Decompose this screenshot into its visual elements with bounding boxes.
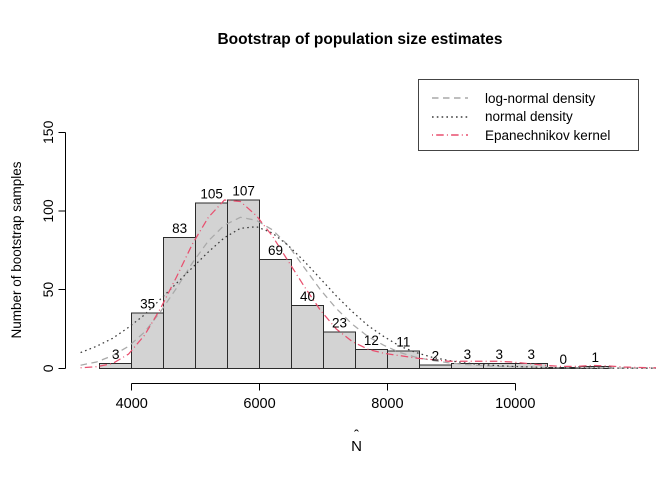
bar-count-label: 83 bbox=[172, 221, 187, 236]
bar-count-label: 23 bbox=[332, 316, 347, 331]
y-tick-label: 0 bbox=[40, 364, 56, 372]
histogram-bar bbox=[227, 199, 261, 369]
bar-count-label: 69 bbox=[268, 243, 283, 258]
histogram-bar bbox=[131, 312, 165, 369]
bar-count-label: 40 bbox=[300, 289, 315, 304]
histogram-bar bbox=[259, 259, 293, 369]
bar-count-label: 12 bbox=[364, 333, 379, 348]
x-tick-label: 10000 bbox=[495, 396, 535, 412]
legend: log-normal density normal density Epanec… bbox=[418, 79, 639, 151]
bar-count-label: 3 bbox=[528, 347, 536, 362]
y-tick-label: 100 bbox=[40, 199, 56, 223]
legend-label: Epanechnikov kernel bbox=[485, 127, 611, 143]
bar-count-label: 3 bbox=[112, 347, 120, 362]
histogram-bar bbox=[514, 363, 548, 369]
histogram-bar bbox=[322, 331, 356, 369]
bar-count-label: 0 bbox=[559, 352, 567, 367]
histogram-bar bbox=[418, 364, 452, 369]
y-tick-label: 50 bbox=[40, 282, 56, 298]
legend-label: log-normal density bbox=[485, 90, 596, 106]
x-tick-label: 4000 bbox=[116, 396, 148, 412]
x-axis-title: N bbox=[351, 438, 362, 455]
bar-count-label: 35 bbox=[140, 297, 155, 312]
chart-title: Bootstrap of population size estimates bbox=[217, 31, 503, 48]
legend-item-normal-density: normal density bbox=[419, 108, 638, 127]
bar-count-label: 3 bbox=[496, 347, 504, 362]
x-tick-label: 6000 bbox=[243, 396, 275, 412]
dotted-line-swatch-icon bbox=[432, 115, 468, 118]
histogram-bar bbox=[354, 348, 388, 369]
legend-item-epanechnikov-kernel: Epanechnikov kernel bbox=[419, 126, 638, 145]
bar-count-label: 3 bbox=[464, 347, 472, 362]
histogram-bar bbox=[291, 304, 324, 369]
bar-count-label: 1 bbox=[591, 350, 599, 365]
y-axis-title: Number of bootstrap samples bbox=[9, 161, 24, 338]
x-tick-label: 8000 bbox=[371, 396, 403, 412]
bar-count-label: 105 bbox=[200, 187, 223, 202]
legend-label: normal density bbox=[485, 109, 573, 125]
curve-normal-density bbox=[80, 226, 657, 369]
legend-item-log-normal-density: log-normal density bbox=[419, 89, 638, 108]
dashdot-line-swatch-icon bbox=[432, 134, 468, 137]
histogram-bar bbox=[195, 202, 229, 369]
dashed-line-swatch-icon bbox=[432, 97, 468, 100]
bar-count-label: 11 bbox=[396, 334, 410, 349]
curve-Epanechnikov-kernel bbox=[80, 199, 657, 369]
x-axis-title-hat: ˆ bbox=[354, 427, 359, 444]
histogram-bar bbox=[163, 237, 197, 369]
histogram-bar bbox=[99, 363, 133, 369]
y-tick-label: 150 bbox=[40, 120, 56, 144]
bar-count-label: 107 bbox=[232, 183, 255, 198]
bar-count-label: 2 bbox=[432, 349, 440, 364]
